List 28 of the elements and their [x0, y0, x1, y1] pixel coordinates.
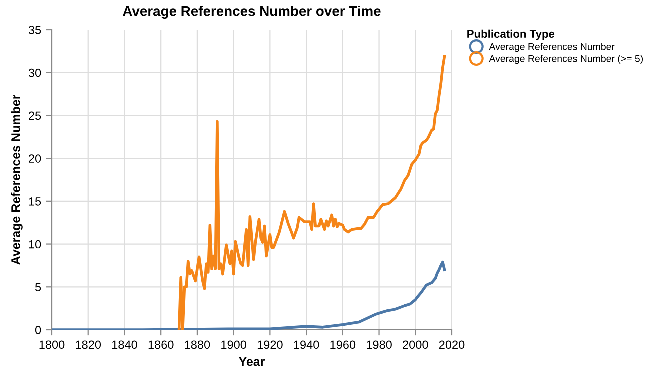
x-tick-label: 1800: [40, 340, 65, 350]
legend-title: Publication Type: [468, 30, 555, 40]
x-tick-label: 2020: [439, 340, 465, 350]
line-series: [52, 260, 446, 330]
x-tick-label: 1880: [185, 340, 210, 350]
chart-title: Average References Number over Time: [123, 6, 381, 20]
y-tick-label: 25: [29, 112, 42, 120]
y-tick-label: 5: [35, 283, 42, 292]
x-tick-label: 2000: [403, 340, 428, 350]
x-tick-label: 1980: [367, 340, 392, 350]
y-axis-title: Average References Number: [11, 94, 23, 265]
line-series: [178, 55, 446, 330]
y-tick-label: 0: [35, 326, 42, 334]
x-tick-label: 1900: [222, 340, 246, 350]
x-tick-label: 1940: [294, 340, 320, 350]
y-tick-label: 20: [29, 154, 42, 163]
y-tick-label: 10: [29, 240, 42, 249]
x-tick-label: 1820: [76, 340, 102, 350]
y-tick-label: 35: [28, 26, 42, 34]
y-tick-label: 15: [29, 198, 42, 206]
x-tick-label: 1920: [258, 340, 283, 350]
legend-label: Average References Number (>= 5): [489, 55, 643, 64]
x-tick-label: 1960: [330, 340, 356, 350]
y-tick-label: 30: [28, 68, 42, 78]
legend-label: Average References Number: [489, 43, 615, 52]
x-axis-title: Year: [239, 357, 266, 366]
x-tick-label: 1860: [148, 340, 174, 350]
x-tick-label: 1840: [112, 340, 138, 350]
